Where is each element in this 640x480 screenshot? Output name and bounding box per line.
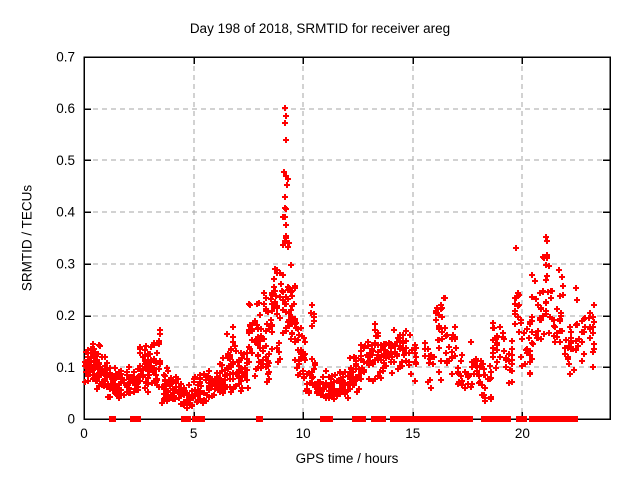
x-tick-label: 5 [190, 426, 198, 441]
y-tick-label: 0.3 [56, 256, 75, 271]
grid-lines [84, 57, 610, 419]
chart-title: Day 198 of 2018, SRMTID for receiver are… [189, 21, 451, 36]
x-tick-label: 10 [296, 426, 311, 441]
x-axis-label: GPS time / hours [295, 451, 399, 466]
y-tick-label: 0.6 [56, 101, 75, 116]
data-points [82, 105, 597, 411]
y-tick-label: 0.1 [56, 360, 75, 375]
x-tick-label: 20 [515, 426, 530, 441]
y-tick-label: 0 [67, 412, 75, 427]
y-tick-label: 0.7 [56, 50, 75, 65]
plot-frame [83, 56, 611, 420]
y-tick-label: 0.2 [56, 308, 75, 323]
y-tick-label: 0.4 [56, 205, 75, 220]
zero-value-markers [109, 416, 578, 422]
y-tick-label: 0.5 [56, 153, 75, 168]
tick-marks [83, 56, 610, 420]
x-tick-label: 0 [80, 426, 88, 441]
x-tick-label: 15 [405, 426, 420, 441]
